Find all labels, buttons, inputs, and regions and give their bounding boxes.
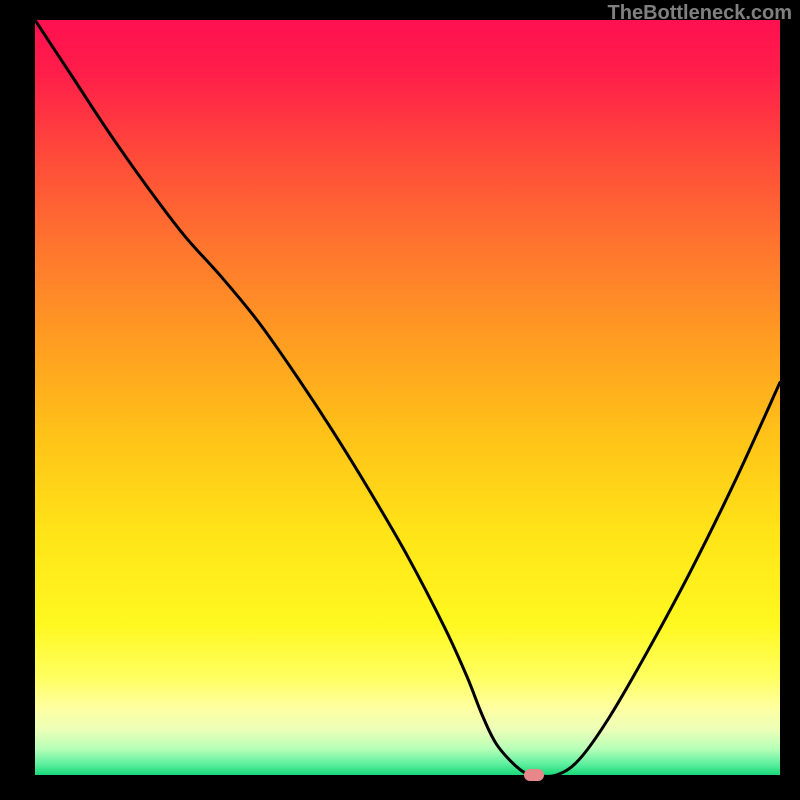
bottleneck-curve bbox=[35, 20, 780, 775]
watermark-text: TheBottleneck.com bbox=[608, 2, 792, 25]
curve-path bbox=[35, 20, 780, 775]
plot-area bbox=[35, 20, 780, 775]
bottleneck-chart: TheBottleneck.com bbox=[0, 0, 800, 800]
optimal-point-marker bbox=[524, 769, 544, 781]
